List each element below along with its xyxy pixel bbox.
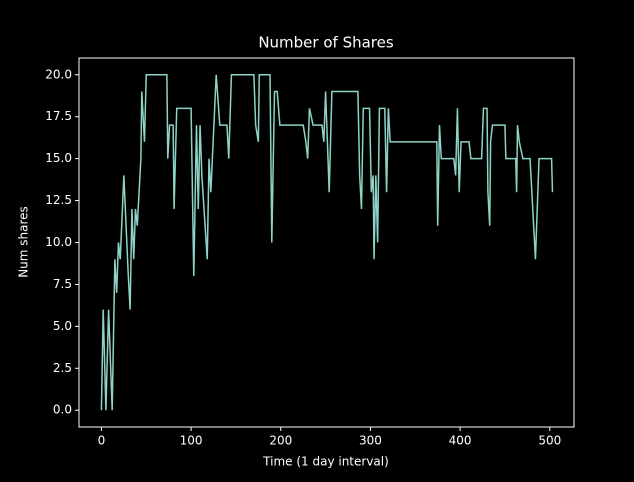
y-tick-label: 5.0 — [53, 319, 72, 333]
y-tick-label: 2.5 — [53, 361, 72, 375]
y-tick-label: 0.0 — [53, 403, 72, 417]
x-tick-label: 200 — [269, 434, 292, 448]
y-tick-label: 15.0 — [45, 151, 72, 165]
x-tick-label: 0 — [98, 434, 106, 448]
x-axis-label: Time (1 day interval) — [262, 455, 389, 469]
x-tick-label: 400 — [449, 434, 472, 448]
y-tick-label: 12.5 — [45, 193, 72, 207]
data-line — [100, 74, 554, 411]
y-tick-label: 17.5 — [45, 109, 72, 123]
y-tick-label: 7.5 — [53, 277, 72, 291]
y-tick-label: 20.0 — [45, 67, 72, 81]
x-tick-label: 300 — [359, 434, 382, 448]
y-tick-label: 10.0 — [45, 235, 72, 249]
chart-title: Number of Shares — [258, 34, 394, 52]
y-axis-label: Num shares — [17, 206, 31, 278]
x-tick-label: 500 — [538, 434, 561, 448]
x-tick-label: 100 — [180, 434, 203, 448]
